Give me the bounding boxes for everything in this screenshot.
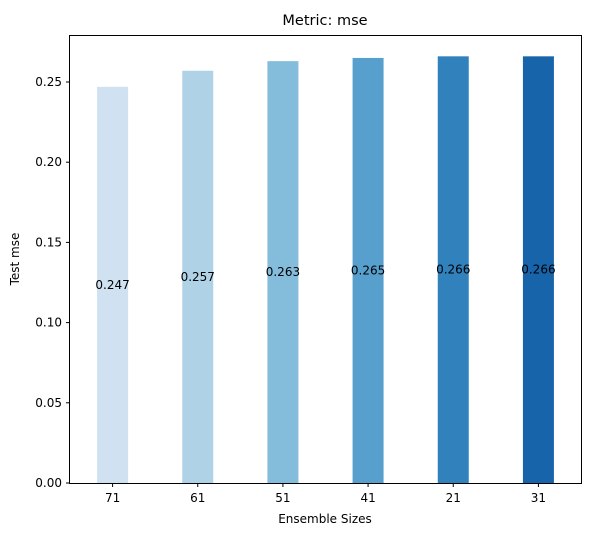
y-tick-label: 0.10 — [35, 316, 62, 330]
bar-61 — [182, 70, 214, 484]
data-label-31: 0.266 — [521, 263, 555, 277]
bar-51 — [267, 61, 299, 484]
x-axis-label: Ensemble Sizes — [278, 512, 372, 526]
data-label-21: 0.266 — [436, 263, 470, 277]
x-tick-label: 41 — [360, 491, 375, 505]
y-axis-label: Test mse — [8, 233, 22, 287]
data-label-61: 0.257 — [181, 270, 215, 284]
data-label-51: 0.263 — [266, 265, 300, 279]
y-axis: 0.00 0.05 0.10 0.15 0.20 0.25 — [35, 75, 70, 490]
bar-41 — [352, 57, 384, 483]
bar-21 — [437, 56, 469, 483]
x-tick-label: 21 — [446, 491, 461, 505]
y-tick-label: 0.15 — [35, 235, 62, 249]
chart-title: Metric: mse — [282, 13, 367, 29]
x-axis: 71 61 51 41 21 31 — [105, 483, 546, 505]
y-tick-label: 0.25 — [35, 75, 62, 89]
x-tick-label: 31 — [531, 491, 546, 505]
x-tick-label: 51 — [275, 491, 290, 505]
y-tick-label: 0.05 — [35, 396, 62, 410]
data-label-41: 0.265 — [351, 263, 385, 277]
bar-31 — [522, 56, 554, 483]
x-tick-label: 61 — [190, 491, 205, 505]
data-labels: 0.247 0.257 0.263 0.265 0.266 0.266 — [95, 263, 555, 292]
bar-71 — [97, 86, 129, 483]
data-label-71: 0.247 — [95, 278, 129, 292]
axes-frame — [69, 35, 582, 484]
bars — [97, 56, 554, 484]
y-tick-label: 0.20 — [35, 155, 62, 169]
y-tick-label: 0.00 — [35, 476, 62, 490]
x-tick-label: 71 — [105, 491, 120, 505]
